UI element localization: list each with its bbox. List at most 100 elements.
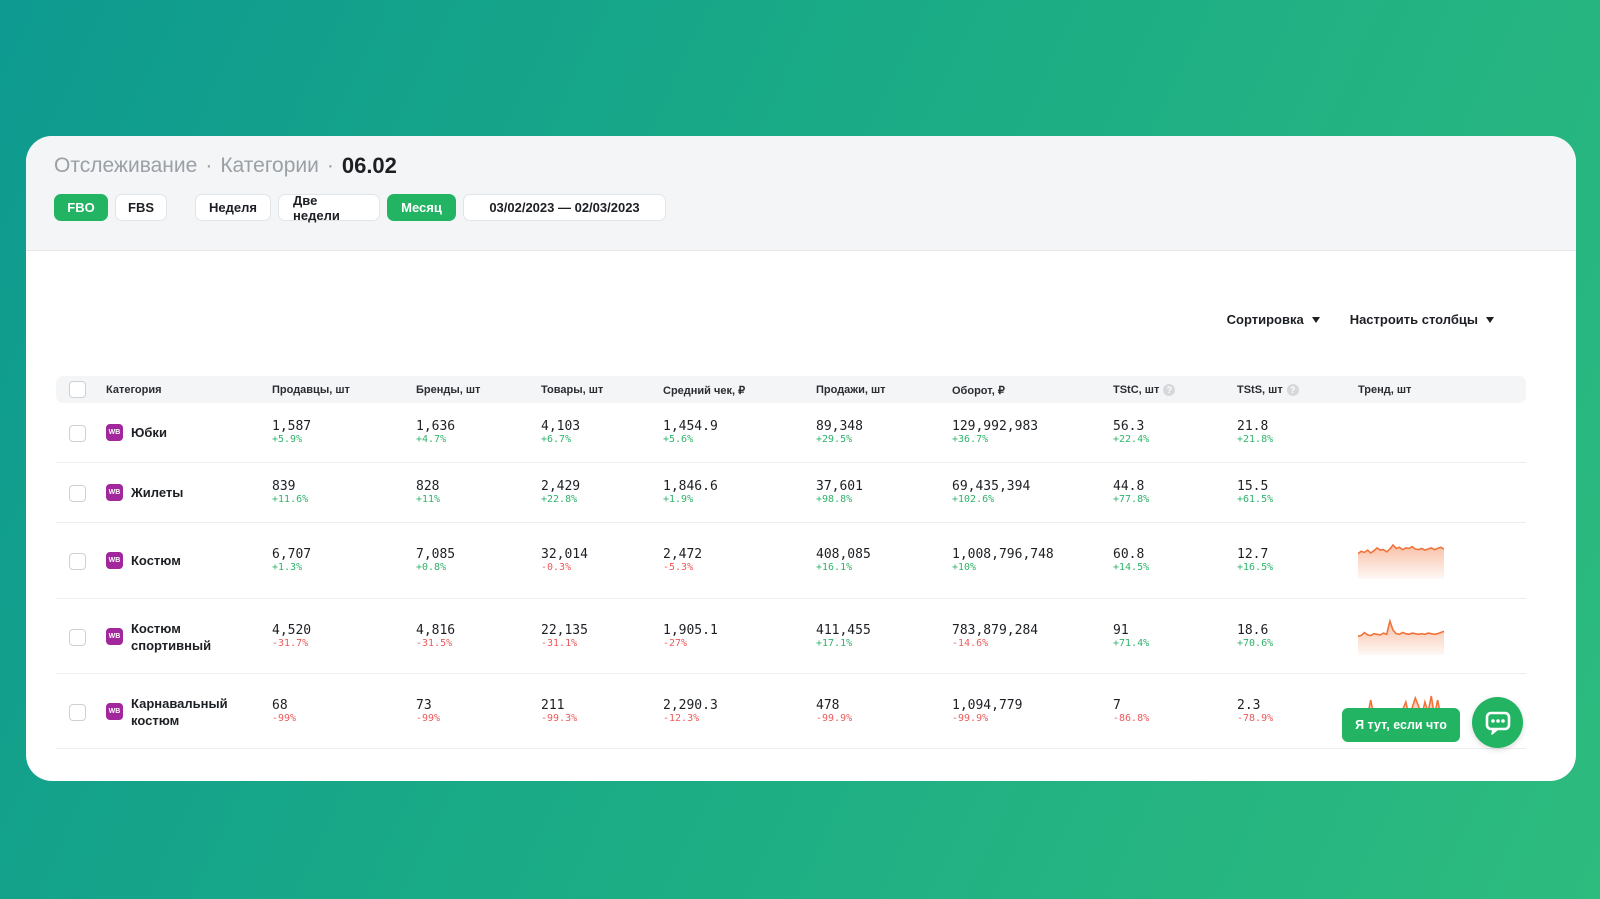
cell-change: +11.6% bbox=[272, 494, 309, 505]
category-cell[interactable]: WB Костюм bbox=[106, 552, 181, 569]
category-cell[interactable]: WB Карнавальный костюм bbox=[106, 695, 228, 729]
cell-change: -78.9% bbox=[1237, 712, 1274, 724]
chat-bubble-icon bbox=[1485, 711, 1510, 735]
cell-value: 4,103 bbox=[541, 419, 581, 434]
category-name-line: спортивный bbox=[131, 637, 212, 653]
brands-cell: 73 -99% bbox=[416, 698, 440, 725]
cell-value: 21.8 bbox=[1237, 419, 1269, 434]
col-avg-check-header[interactable]: Средний чек, ₽ bbox=[663, 384, 745, 397]
cell-value: 15.5 bbox=[1237, 479, 1269, 494]
cell-value: 783,879,284 bbox=[952, 622, 1039, 638]
trend-line bbox=[1358, 618, 1444, 637]
tsts-cell: 21.8 +21.8% bbox=[1237, 419, 1273, 446]
week-button[interactable]: Неделя bbox=[195, 194, 271, 221]
cell-value: 1,636 bbox=[416, 419, 456, 434]
select-all-checkbox[interactable] bbox=[69, 381, 86, 398]
cell-value: 56.3 bbox=[1113, 419, 1145, 434]
tstc-cell: 44.8 +77.8% bbox=[1113, 479, 1149, 506]
sort-dropdown[interactable]: Сортировка bbox=[1227, 312, 1320, 327]
category-name[interactable]: Костюм bbox=[131, 552, 181, 569]
col-category-header[interactable]: Категория bbox=[106, 384, 162, 396]
cell-change: -12.3% bbox=[663, 712, 700, 724]
cell-value: 89,348 bbox=[816, 419, 863, 434]
col-sellers-header[interactable]: Продавцы, шт bbox=[272, 384, 350, 396]
cell-value: 828 bbox=[416, 479, 440, 494]
two-weeks-button[interactable]: Две недели bbox=[278, 193, 380, 223]
row-checkbox[interactable] bbox=[69, 628, 86, 646]
date-range-picker[interactable]: 03/02/2023 — 02/03/2023 bbox=[463, 194, 666, 221]
table-row[interactable]: WB Костюм 6,707 +1.3% 7,085 +0.8% 32,014 -0.3% 2… bbox=[56, 523, 1526, 599]
chat-prompt-button[interactable]: Я тут, если что bbox=[1342, 708, 1460, 742]
col-revenue-header[interactable]: Оборот, ₽ bbox=[952, 384, 1005, 397]
cell-change: +1.9% bbox=[663, 494, 694, 505]
help-icon[interactable]: ? bbox=[1286, 384, 1299, 396]
products-cell: 2,429 +22.8% bbox=[541, 479, 580, 506]
category-cell[interactable]: WB Костюм спортивный bbox=[106, 620, 211, 654]
cell-value: 839 bbox=[272, 479, 296, 494]
cell-value: 68 bbox=[272, 697, 288, 713]
col-tstc-header[interactable]: TStC, шт? bbox=[1113, 384, 1176, 396]
trend-line bbox=[1358, 543, 1444, 555]
cell-change: +17.1% bbox=[816, 637, 853, 649]
breadcrumb-categories[interactable]: Категории bbox=[220, 154, 319, 177]
cell-value: 2,472 bbox=[663, 547, 703, 562]
cell-value: 22,135 bbox=[541, 622, 588, 638]
category-name[interactable]: Костюм спортивный bbox=[131, 620, 211, 654]
tsts-cell: 12.7 +16.5% bbox=[1237, 547, 1273, 574]
fbs-button[interactable]: FBS bbox=[115, 194, 167, 221]
chat-button[interactable] bbox=[1472, 697, 1523, 748]
brands-cell: 828 +11% bbox=[416, 479, 440, 506]
table-row[interactable]: WB Карнавальный костюм 68 -99% 73 -99% 211 -99.3… bbox=[56, 674, 1526, 749]
category-name[interactable]: Жилеты bbox=[131, 484, 183, 501]
category-name-line: Юбки bbox=[131, 425, 167, 440]
cell-value: 478 bbox=[816, 697, 840, 713]
revenue-cell: 1,094,779 -99.9% bbox=[952, 698, 1022, 725]
columns-dropdown[interactable]: Настроить столбцы bbox=[1350, 312, 1494, 327]
col-brands-header[interactable]: Бренды, шт bbox=[416, 384, 480, 396]
cell-value: 7 bbox=[1113, 697, 1121, 713]
col-tsts-header[interactable]: TStS, шт? bbox=[1237, 384, 1299, 396]
sellers-cell: 1,587 +5.9% bbox=[272, 419, 311, 446]
col-sales-header[interactable]: Продажи, шт bbox=[816, 384, 886, 396]
cell-change: +29.5% bbox=[816, 434, 853, 445]
cell-value: 408,085 bbox=[816, 547, 871, 562]
revenue-cell: 69,435,394 +102.6% bbox=[952, 479, 1030, 506]
column-header-label: Средний чек, ₽ bbox=[663, 385, 746, 397]
row-checkbox[interactable] bbox=[69, 553, 86, 570]
help-icon[interactable]: ? bbox=[1163, 384, 1176, 396]
cell-change: +6.7% bbox=[541, 434, 572, 445]
main-card: Отслеживание · Категории · 06.02 FBO FBS… bbox=[26, 136, 1576, 781]
cell-value: 129,992,983 bbox=[952, 419, 1039, 434]
sales-cell: 411,455 +17.1% bbox=[816, 623, 871, 650]
fbo-button[interactable]: FBO bbox=[54, 194, 108, 221]
category-name[interactable]: Карнавальный костюм bbox=[131, 695, 228, 729]
month-button[interactable]: Месяц bbox=[387, 194, 456, 221]
table-row[interactable]: WB Костюм спортивный 4,520 -31.7% 4,816 -31.5%… bbox=[56, 599, 1526, 674]
avg-check-cell: 2,290.3 -12.3% bbox=[663, 698, 718, 725]
breadcrumb-separator: · bbox=[205, 154, 213, 177]
column-header-label: Бренды, шт bbox=[416, 384, 481, 396]
cell-change: +16.1% bbox=[816, 562, 853, 573]
row-checkbox[interactable] bbox=[69, 703, 86, 721]
trend-area bbox=[1358, 545, 1444, 579]
row-checkbox[interactable] bbox=[69, 485, 86, 502]
cell-value: 44.8 bbox=[1113, 479, 1145, 494]
row-checkbox[interactable] bbox=[69, 425, 86, 442]
category-cell[interactable]: WB Юбки bbox=[106, 424, 167, 441]
category-name[interactable]: Юбки bbox=[131, 424, 167, 441]
cell-value: 1,008,796,748 bbox=[952, 547, 1054, 562]
col-trend-header[interactable]: Тренд, шт bbox=[1358, 384, 1411, 396]
avg-check-cell: 1,846.6 +1.9% bbox=[663, 479, 718, 506]
table-row[interactable]: WB Жилеты 839 +11.6% 828 +11% 2,429 +22.8% 1,846… bbox=[56, 463, 1526, 523]
table-row[interactable]: WB Юбки 1,587 +5.9% 1,636 +4.7% 4,103 +6.7% 1,45… bbox=[56, 403, 1526, 463]
brands-cell: 7,085 +0.8% bbox=[416, 547, 455, 574]
col-products-header[interactable]: Товары, шт bbox=[541, 384, 603, 396]
brands-cell: 4,816 -31.5% bbox=[416, 623, 455, 650]
breadcrumb-tracking[interactable]: Отслеживание bbox=[54, 154, 198, 177]
cell-value: 1,587 bbox=[272, 419, 312, 434]
column-header-label: TStS, шт bbox=[1237, 384, 1283, 396]
cell-change: -27% bbox=[663, 637, 688, 649]
cell-value: 4,816 bbox=[416, 622, 456, 638]
column-header-label: Продавцы, шт bbox=[272, 384, 350, 396]
category-cell[interactable]: WB Жилеты bbox=[106, 484, 183, 501]
